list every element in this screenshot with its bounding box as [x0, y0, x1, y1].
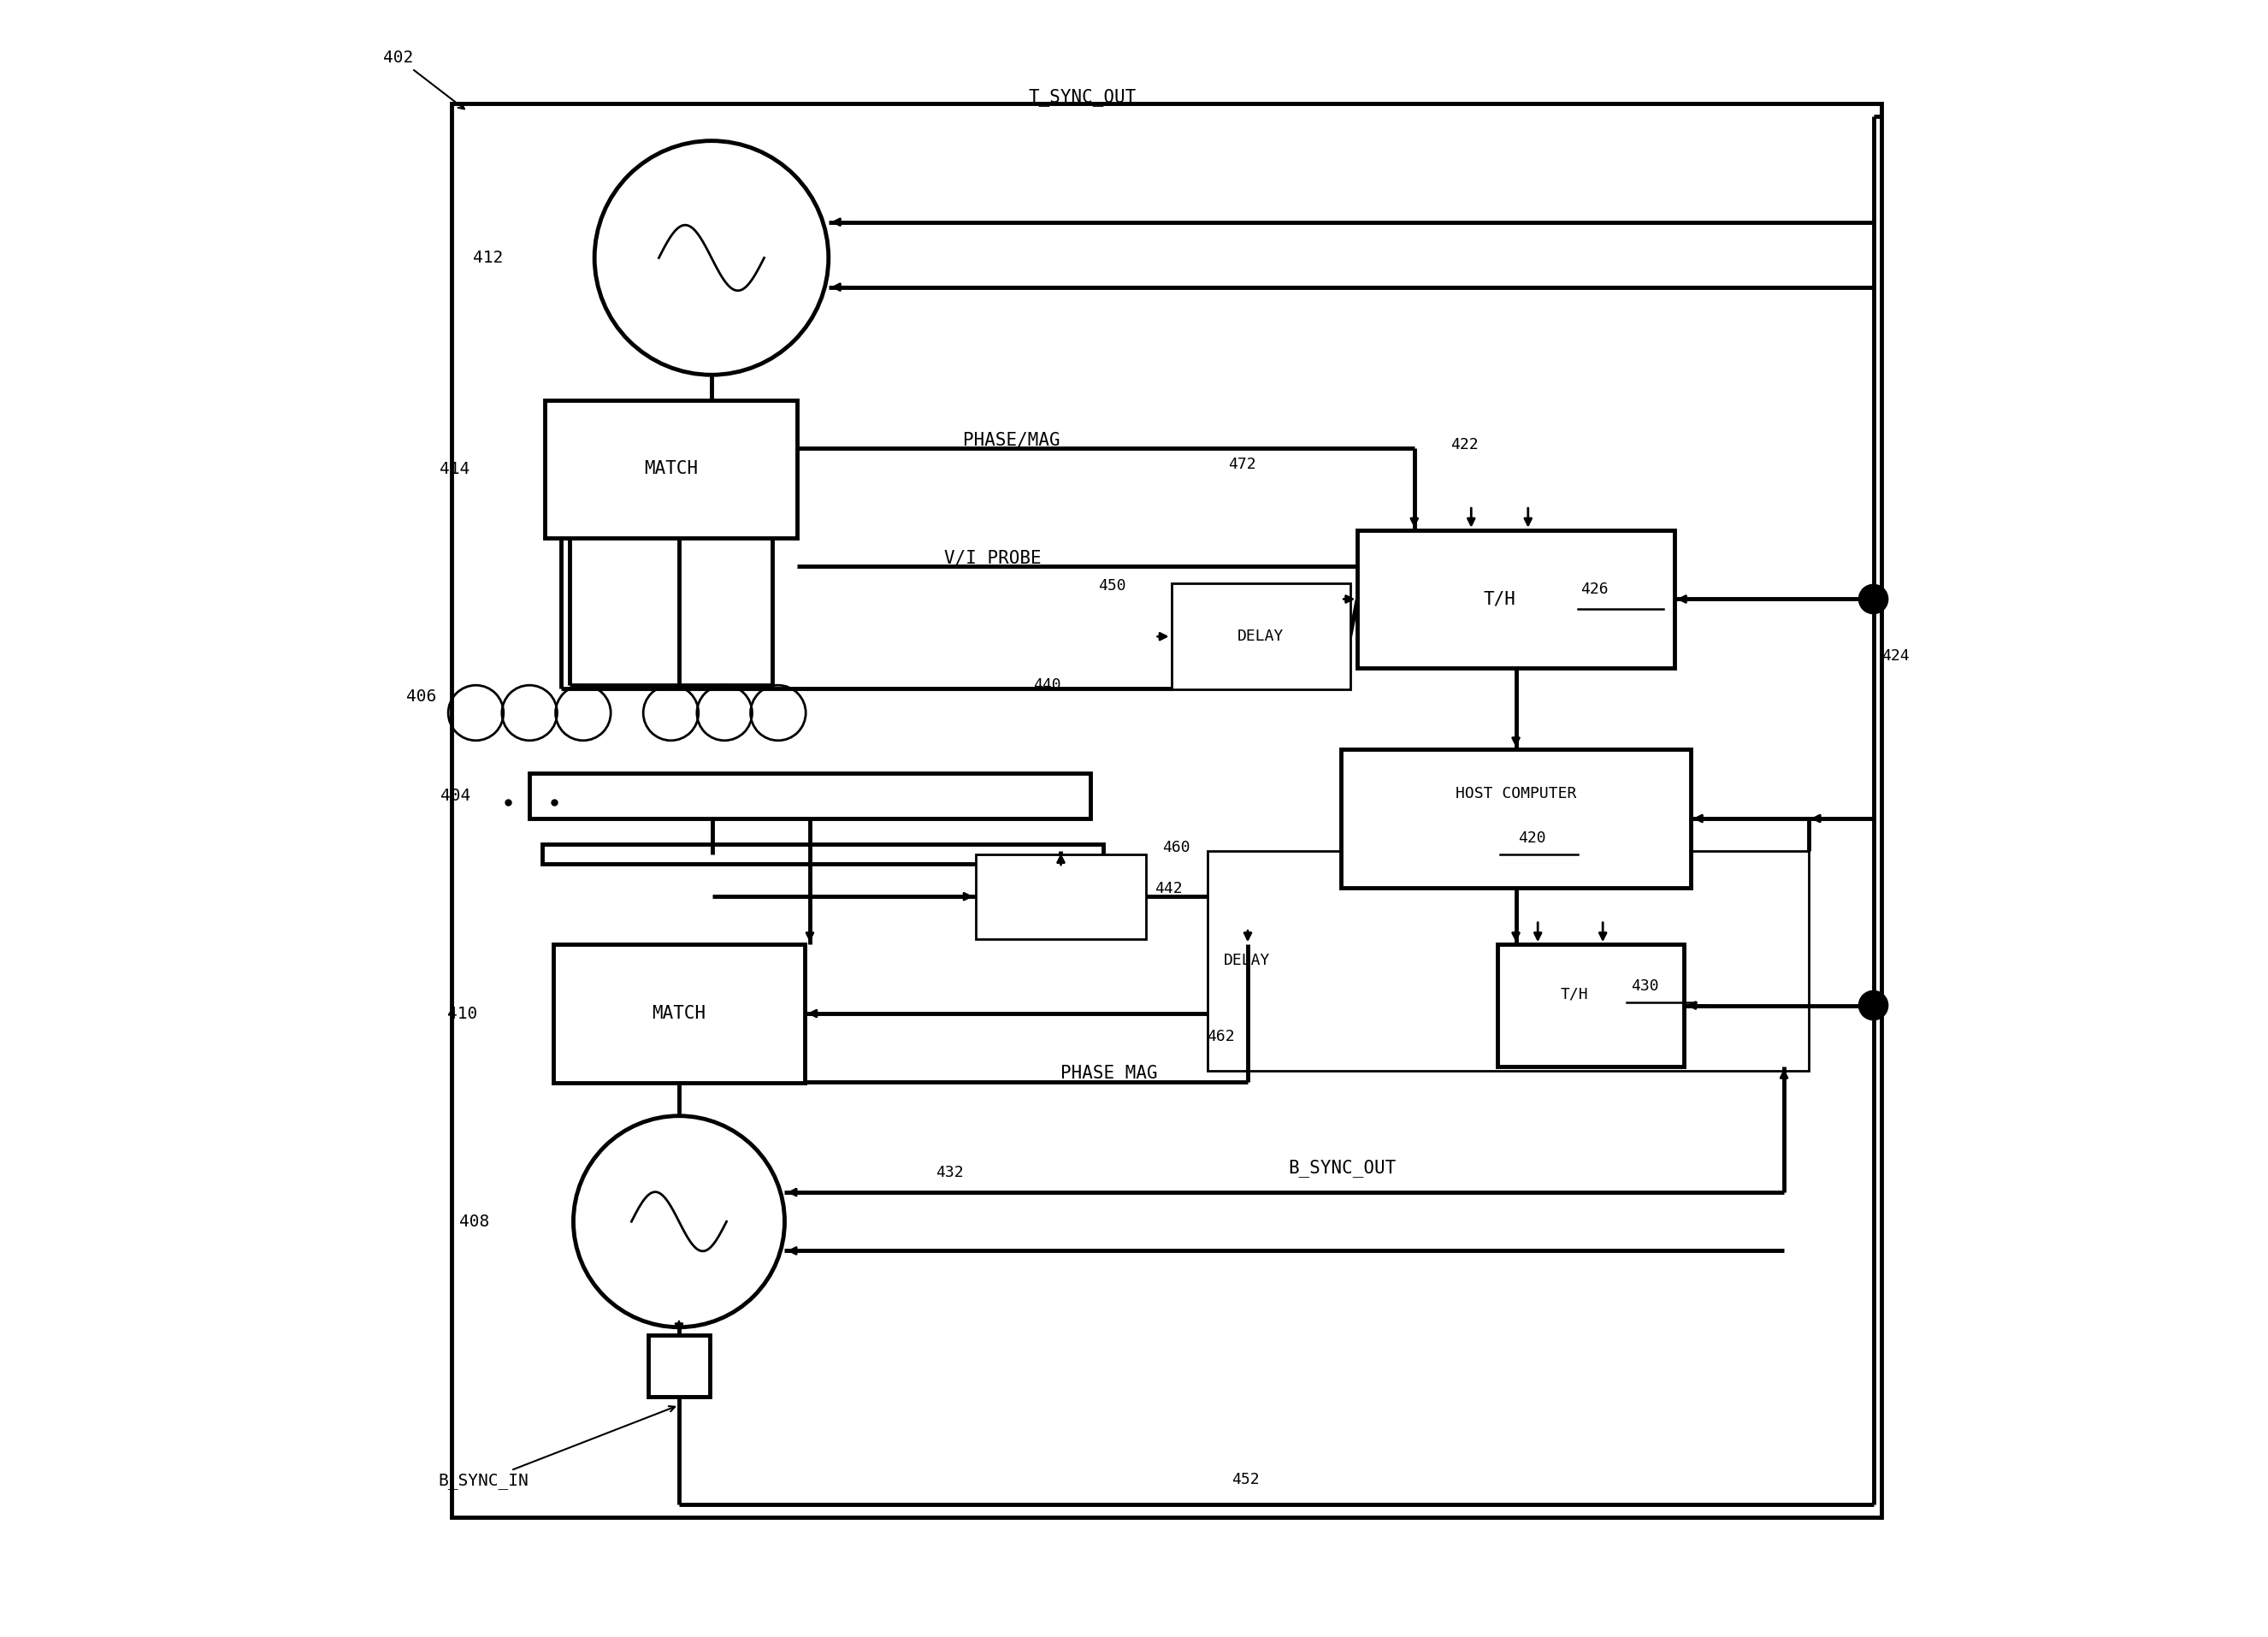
Text: MATCH: MATCH: [651, 1005, 705, 1021]
Circle shape: [1860, 990, 1887, 1020]
Bar: [975, 855, 1145, 938]
Text: 424: 424: [1882, 648, 1910, 663]
Text: DELAY: DELAY: [1238, 629, 1284, 645]
Text: B_SYNC_IN: B_SYNC_IN: [438, 1406, 676, 1490]
Bar: [542, 845, 1102, 864]
Text: DELAY: DELAY: [1222, 953, 1270, 969]
Bar: [544, 399, 796, 539]
Bar: [451, 103, 1882, 1517]
Text: 432: 432: [937, 1166, 964, 1180]
Circle shape: [574, 1116, 785, 1328]
Text: 402: 402: [383, 51, 465, 110]
Text: B_SYNC_OUT: B_SYNC_OUT: [1288, 1159, 1397, 1177]
Text: 452: 452: [1232, 1472, 1259, 1488]
Text: 408: 408: [460, 1213, 490, 1229]
Circle shape: [1860, 584, 1887, 614]
Text: T_SYNC_OUT: T_SYNC_OUT: [1027, 88, 1136, 106]
Bar: [1497, 945, 1685, 1066]
Text: 412: 412: [472, 250, 503, 265]
Bar: [553, 945, 805, 1082]
Text: 440: 440: [1034, 678, 1061, 692]
Text: MATCH: MATCH: [644, 460, 699, 478]
Text: T/H: T/H: [1560, 987, 1588, 1002]
Text: HOST COMPUTER: HOST COMPUTER: [1456, 786, 1576, 802]
Text: 404: 404: [440, 787, 469, 804]
Bar: [528, 773, 1091, 818]
Text: 420: 420: [1517, 830, 1547, 846]
Text: 462: 462: [1207, 1028, 1236, 1044]
Bar: [1359, 530, 1674, 668]
Text: 442: 442: [1154, 881, 1182, 895]
Bar: [1207, 851, 1808, 1071]
Text: 426: 426: [1581, 581, 1608, 598]
Text: 422: 422: [1452, 437, 1479, 452]
Text: 472: 472: [1229, 457, 1256, 471]
Circle shape: [594, 141, 828, 375]
Text: V/I PROBE: V/I PROBE: [943, 550, 1041, 566]
Bar: [1170, 584, 1349, 689]
Text: 406: 406: [406, 689, 435, 706]
Bar: [649, 1336, 710, 1396]
Text: 410: 410: [447, 1005, 479, 1021]
Text: PHASE/MAG: PHASE/MAG: [964, 431, 1061, 449]
Text: 430: 430: [1631, 979, 1660, 994]
Text: 450: 450: [1098, 578, 1127, 594]
Text: 414: 414: [440, 462, 469, 478]
Text: T/H: T/H: [1483, 591, 1515, 607]
Text: PHASE MAG: PHASE MAG: [1061, 1066, 1159, 1082]
Bar: [1340, 750, 1690, 887]
Text: 460: 460: [1163, 840, 1191, 856]
